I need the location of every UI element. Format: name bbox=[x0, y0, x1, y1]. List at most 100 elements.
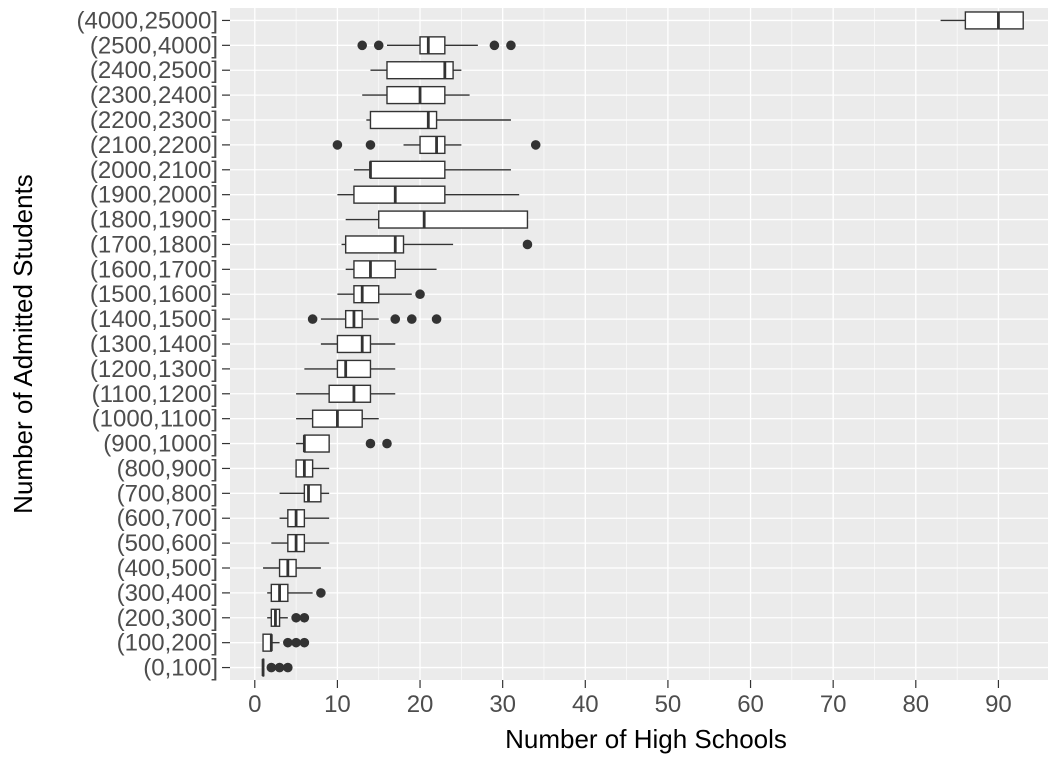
box bbox=[336, 359, 372, 379]
outlier-point bbox=[357, 40, 368, 51]
box bbox=[386, 61, 454, 80]
box bbox=[964, 11, 1024, 30]
y-tick-label: (200,300] bbox=[117, 605, 218, 632]
outlier-point bbox=[365, 438, 376, 449]
y-axis-title: Number of Admitted Students bbox=[8, 174, 38, 514]
outlier-point bbox=[299, 637, 310, 648]
outlier-point bbox=[489, 40, 500, 51]
outlier-point bbox=[522, 239, 533, 250]
box bbox=[328, 384, 372, 403]
y-tick-label: (1600,1700] bbox=[90, 256, 218, 283]
y-tick-label: (1200,1300] bbox=[90, 356, 218, 383]
outlier-point bbox=[373, 40, 384, 51]
box bbox=[369, 160, 446, 179]
boxplot-group bbox=[345, 210, 529, 229]
boxplot-group bbox=[304, 359, 396, 379]
box bbox=[303, 434, 330, 453]
y-tick-label: (1800,1900] bbox=[90, 207, 218, 234]
boxplots bbox=[261, 11, 1024, 677]
x-tick-label: 80 bbox=[902, 691, 929, 718]
boxplot-group bbox=[279, 509, 330, 528]
y-tick-label: (2400,2500] bbox=[90, 57, 218, 84]
outlier-point bbox=[316, 588, 326, 598]
box bbox=[369, 110, 438, 130]
boxplot-group bbox=[296, 434, 392, 453]
y-tick-label: (800,900] bbox=[117, 455, 218, 482]
outlier-point bbox=[506, 40, 516, 51]
boxplot-group bbox=[262, 633, 310, 652]
outlier-point bbox=[291, 612, 301, 623]
outlier-point bbox=[283, 662, 293, 673]
y-tick-label: (400,500] bbox=[117, 555, 218, 582]
boxplot-group bbox=[296, 409, 379, 428]
outlier-point bbox=[431, 314, 442, 324]
outlier-point bbox=[390, 314, 401, 324]
box bbox=[353, 260, 396, 279]
outlier-point bbox=[274, 662, 285, 673]
y-tick-label: (1000,1100] bbox=[92, 406, 218, 433]
x-tick-label: 60 bbox=[737, 691, 764, 718]
box bbox=[344, 235, 405, 254]
boxplot-group bbox=[271, 533, 330, 553]
outlier-point bbox=[283, 637, 293, 648]
box bbox=[386, 85, 446, 105]
x-tick-label: 0 bbox=[248, 691, 261, 718]
y-tick-label: (2500,4000] bbox=[90, 32, 218, 59]
outlier-point bbox=[291, 637, 301, 648]
x-tick-label: 10 bbox=[324, 691, 351, 718]
boxplot-group bbox=[353, 160, 511, 179]
y-tick-label: (1500,1600] bbox=[90, 281, 218, 308]
outlier-point bbox=[266, 662, 277, 673]
y-tick-label: (1900,2000] bbox=[90, 182, 218, 209]
outlier-point bbox=[530, 140, 541, 150]
x-tick-label: 30 bbox=[489, 691, 516, 718]
boxplot-group bbox=[362, 85, 470, 105]
y-tick-label: (500,600] bbox=[117, 530, 218, 557]
boxplot-group bbox=[357, 36, 516, 55]
y-tick-label: (900,1000] bbox=[103, 431, 218, 458]
x-tick-label: 50 bbox=[655, 691, 682, 718]
box bbox=[419, 135, 446, 155]
y-tick-label: (2000,2100] bbox=[90, 157, 218, 184]
y-tick-label: (1100,1200] bbox=[92, 381, 218, 408]
boxplot-group bbox=[341, 235, 533, 254]
outlier-point bbox=[307, 314, 318, 324]
y-tick-label: (1400,1500] bbox=[90, 306, 218, 333]
outlier-point bbox=[415, 289, 425, 300]
x-tick-label: 20 bbox=[407, 691, 434, 718]
box bbox=[353, 285, 380, 304]
y-tick-label: (2300,2400] bbox=[90, 82, 218, 109]
box bbox=[353, 185, 446, 204]
gridlines bbox=[230, 8, 1048, 680]
outlier-point bbox=[382, 438, 392, 449]
boxplot-group bbox=[337, 285, 425, 304]
y-tick-label: (2200,2300] bbox=[90, 107, 218, 134]
boxplot-group bbox=[345, 260, 437, 279]
boxplot-group bbox=[320, 334, 396, 354]
x-axis-title: Number of High Schools bbox=[505, 724, 787, 754]
box bbox=[419, 36, 446, 55]
y-tick-label: (1700,1800] bbox=[90, 231, 218, 258]
y-tick-label: (100,200] bbox=[117, 630, 218, 657]
boxplot-group bbox=[263, 558, 321, 578]
boxplot-group bbox=[307, 309, 442, 329]
boxplot-group bbox=[940, 11, 1024, 30]
x-tick-label: 70 bbox=[820, 691, 847, 718]
boxplot-group bbox=[366, 110, 511, 130]
y-tick-label: (600,700] bbox=[117, 505, 218, 532]
boxplot-group bbox=[261, 658, 293, 677]
y-tick-label: (1300,1400] bbox=[90, 331, 218, 358]
x-tick-label: 90 bbox=[985, 691, 1012, 718]
box bbox=[303, 484, 322, 503]
y-tick-label: (4000,25000] bbox=[77, 7, 218, 34]
x-axis: 0 10 20 30 40 50 60 70 80 90 bbox=[248, 680, 1012, 718]
boxplot-group bbox=[295, 459, 330, 478]
boxplot-group bbox=[296, 384, 396, 403]
y-tick-label: (0,100] bbox=[143, 655, 218, 682]
boxplot-group bbox=[267, 583, 326, 603]
y-tick-label: (2100,2200] bbox=[90, 132, 218, 159]
outlier-point bbox=[365, 140, 376, 150]
y-tick-label: (300,400] bbox=[117, 580, 218, 607]
outlier-point bbox=[332, 140, 343, 150]
